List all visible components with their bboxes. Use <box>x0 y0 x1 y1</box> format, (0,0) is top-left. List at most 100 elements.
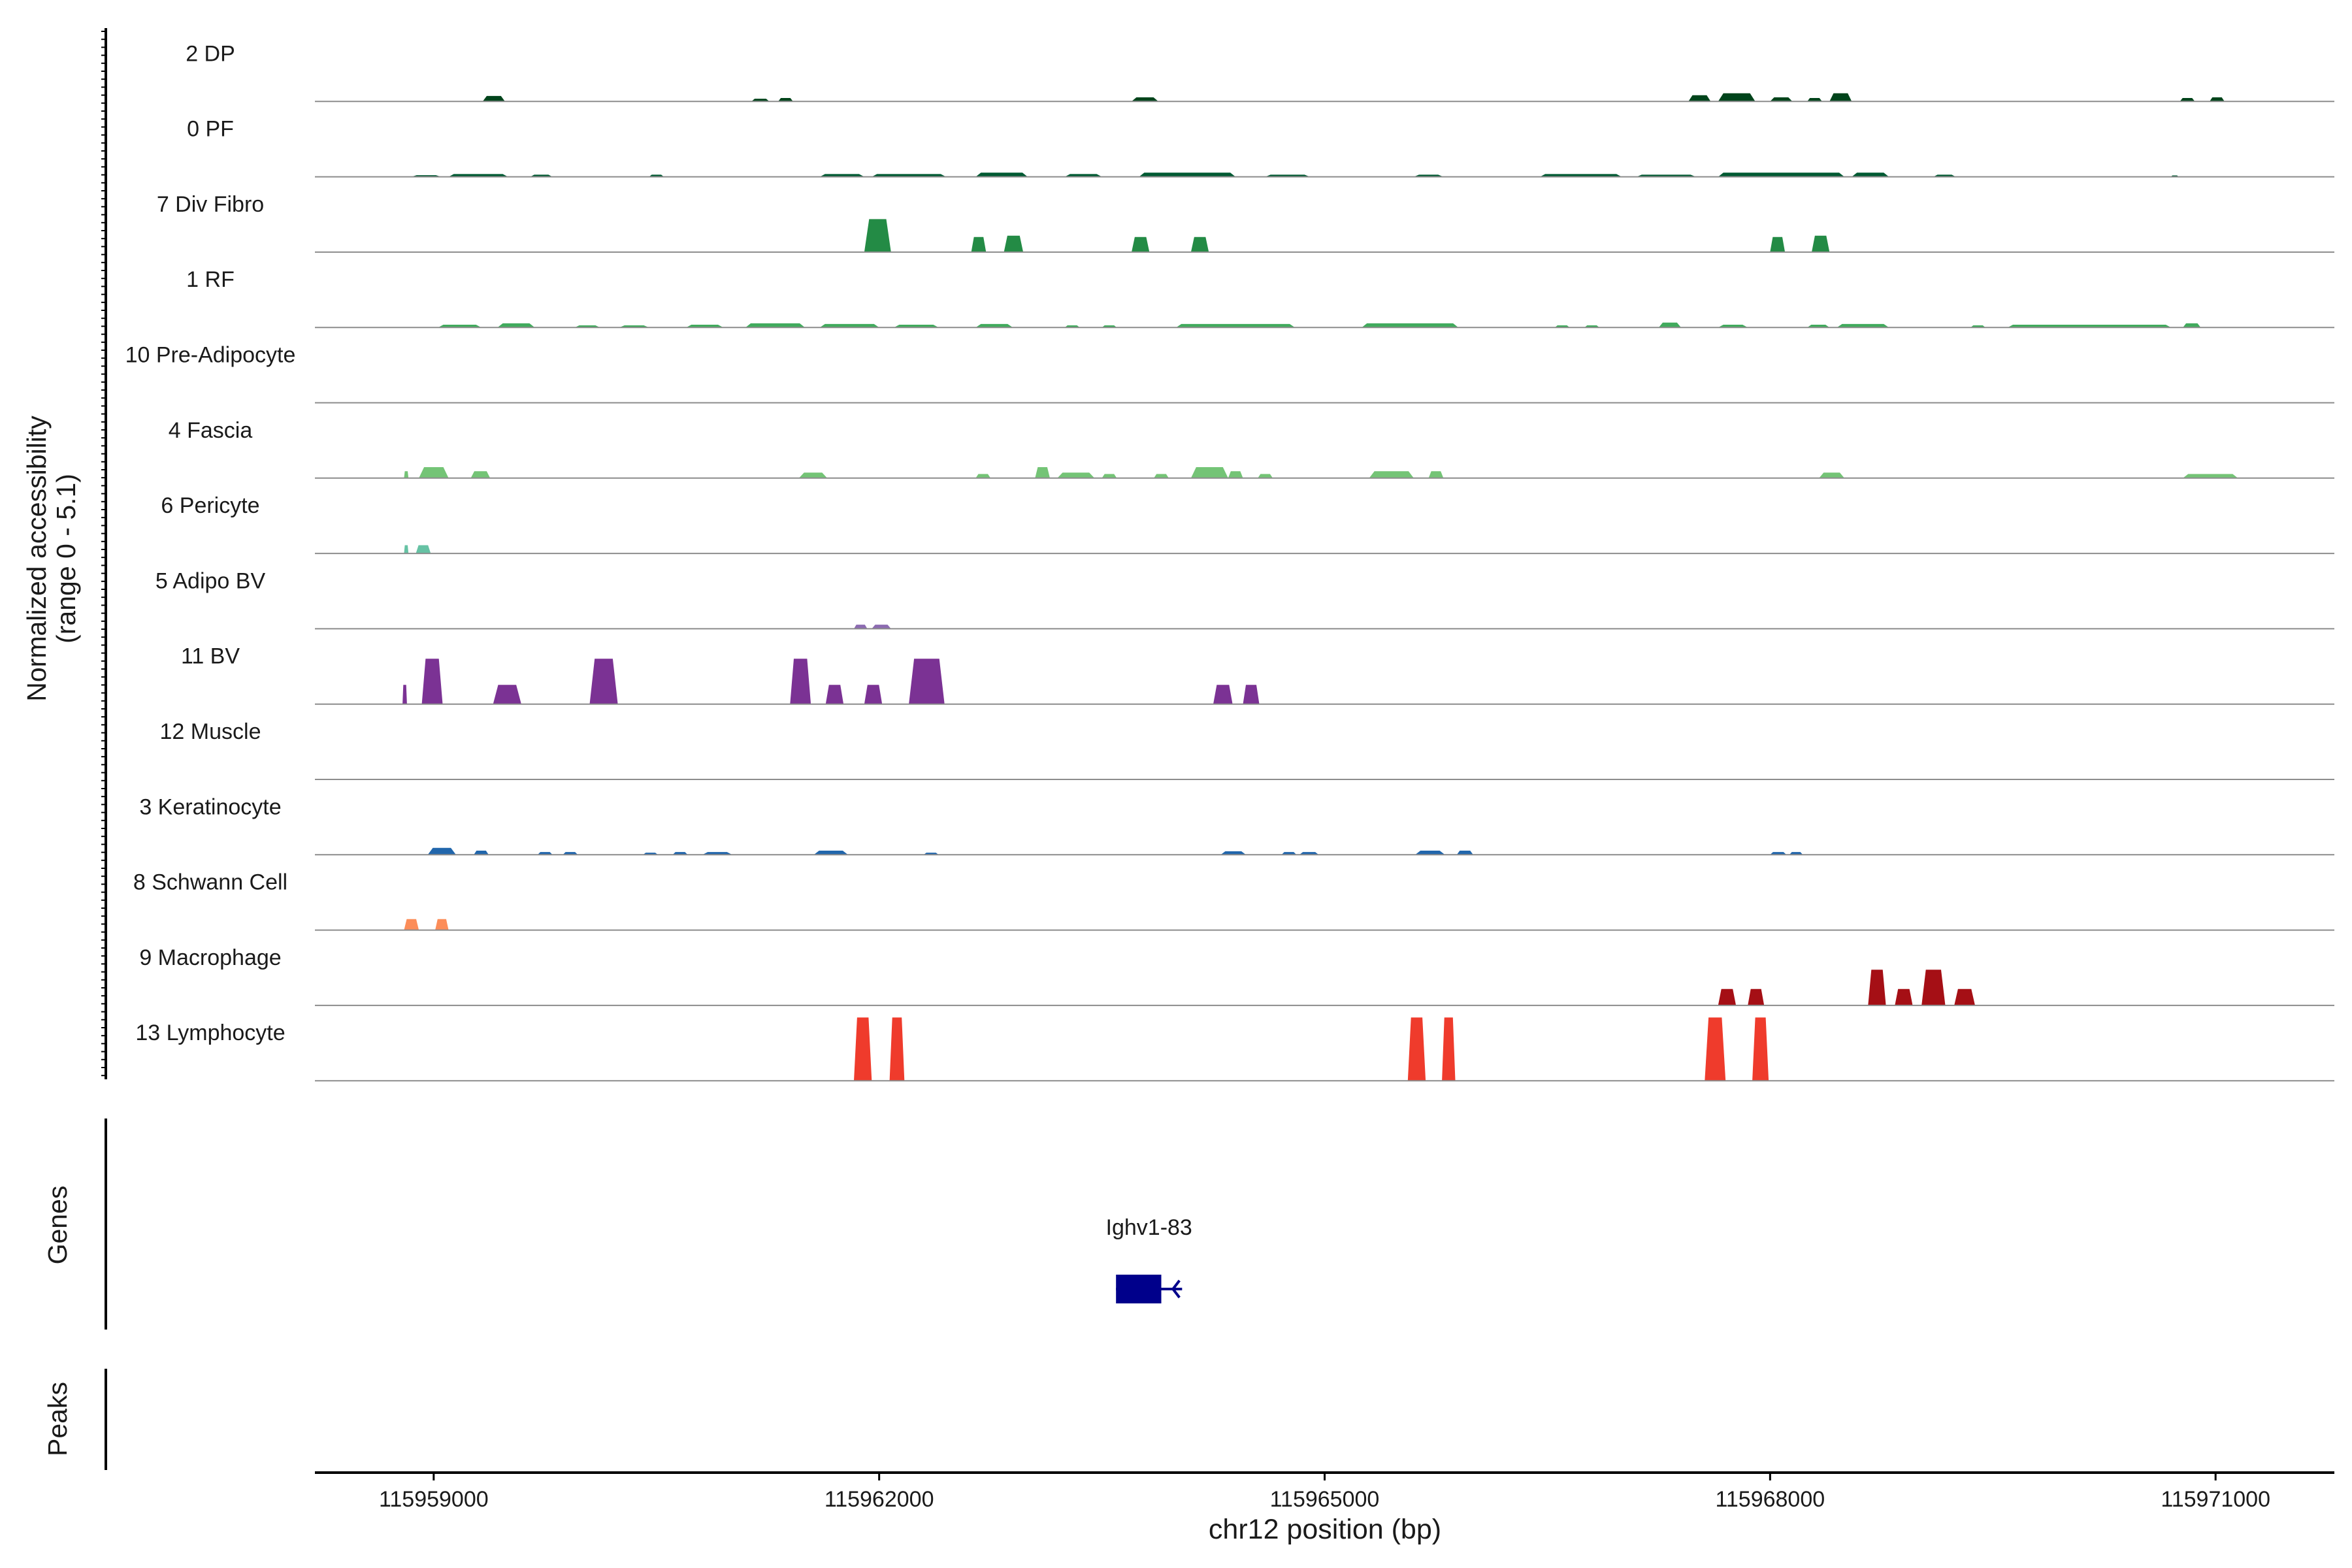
coverage-peak <box>1154 474 1169 478</box>
coverage-peak <box>474 851 489 855</box>
track-1-rf: 1 RF <box>186 267 2334 329</box>
coverage-peak <box>1752 1017 1769 1081</box>
track-5-adipo-bv: 5 Adipo BV <box>155 568 2334 630</box>
coverage-peak <box>1190 467 1228 478</box>
track-label: 4 Fascia <box>169 418 253 443</box>
coverage-peak <box>702 852 732 855</box>
coverage-peak <box>975 323 1013 328</box>
coverage-peak <box>1243 685 1260 704</box>
coverage-peak <box>854 1017 872 1081</box>
coverage-peak <box>686 325 723 328</box>
coverage-peak <box>1770 97 1793 102</box>
gene-track: Ighv1-83 <box>1106 1215 1192 1303</box>
coverage-peak <box>1190 237 1209 252</box>
coverage-peak <box>1658 322 1681 328</box>
coverage-peak <box>1415 851 1445 855</box>
coverage-peak <box>1407 1017 1426 1081</box>
coverage-peak <box>1428 471 1444 478</box>
track-10-pre-adipocyte: 10 Pre-Adipocyte <box>125 343 2334 404</box>
coverage-peak <box>1718 93 1756 102</box>
coverage-peak <box>975 474 991 478</box>
coverage-peak <box>493 685 521 704</box>
track-label: 13 Lymphocyte <box>135 1021 285 1045</box>
track-label: 1 RF <box>186 267 235 292</box>
coverage-peak <box>872 625 891 629</box>
coverage-peak <box>563 852 578 855</box>
coverage-peak <box>790 659 811 704</box>
coverage-peak <box>813 851 848 855</box>
gene-strand-arrow <box>1171 1279 1181 1299</box>
coverage-peak <box>1064 174 1102 177</box>
coverage-peak <box>864 685 883 704</box>
coverage-peak <box>909 659 945 704</box>
coverage-peak <box>1281 852 1297 855</box>
coverage-peak <box>1868 970 1886 1005</box>
coverage-peak <box>819 323 879 328</box>
track-label: 3 Keratinocyte <box>139 794 281 819</box>
x-tick-label: 115965000 <box>1270 1487 1380 1512</box>
coverage-tracks: 2 DP 0 PF 7 Div Fibro 1 RF 10 Pre-Adipocyte 4… <box>125 41 2334 1082</box>
coverage-peak <box>825 685 844 704</box>
track-8-schwann-cell: 8 Schwann Cell <box>133 870 2334 931</box>
coverage-peak <box>751 99 770 102</box>
coverage-peak <box>778 98 793 102</box>
coverage-peak <box>1688 95 1711 102</box>
coverage-peak <box>427 847 456 855</box>
coverage-peak <box>1442 1017 1456 1081</box>
coverage-peak <box>2180 98 2195 102</box>
coverage-peak <box>404 545 409 554</box>
coverage-peak <box>1213 685 1233 704</box>
track-9-macrophage: 9 Macrophage <box>139 945 2334 1006</box>
track-label: 2 DP <box>186 41 235 66</box>
x-axis: 115959000 115962000 115965000 115968000 1159… <box>315 1471 2334 1512</box>
coverage-peak <box>1895 988 1913 1005</box>
track-label: 6 Pericyte <box>161 493 259 518</box>
coverage-peak <box>1819 472 1844 478</box>
track-label: 8 Schwann Cell <box>133 870 287 895</box>
coverage-peak <box>745 323 805 328</box>
coverage-peak <box>1770 852 1787 855</box>
coverage-peak <box>1299 852 1319 855</box>
coverage-peak <box>798 472 828 478</box>
genes-track-label: Genes <box>42 1186 73 1265</box>
coverage-peak <box>537 852 553 855</box>
track-6-pericyte: 6 Pericyte <box>161 493 2334 555</box>
coverage-peak <box>416 545 431 554</box>
coverage-peak <box>1220 851 1246 855</box>
coverage-peak <box>2008 325 2171 328</box>
coverage-peak <box>2183 474 2238 478</box>
coverage-peak <box>1789 852 1803 855</box>
gene-name-label: Ighv1-83 <box>1106 1215 1192 1240</box>
coverage-peak <box>1748 988 1765 1005</box>
coverage-peak <box>672 852 688 855</box>
coverage-peak <box>894 325 939 328</box>
coverage-peak <box>470 471 491 478</box>
coverage-peak <box>1057 472 1095 478</box>
coverage-peak <box>1718 172 1844 177</box>
coverage-peak <box>1954 988 1975 1005</box>
track-label: 10 Pre-Adipocyte <box>125 343 296 368</box>
y-axis-label-line1: Normalized accessibility <box>22 416 52 702</box>
coverage-peak <box>854 625 868 629</box>
coverage-peak <box>819 174 864 177</box>
track-label: 12 Muscle <box>160 719 261 744</box>
gene-exon <box>1116 1275 1162 1303</box>
coverage-peak <box>448 174 508 177</box>
left-axes <box>101 28 107 1470</box>
coverage-peak <box>402 685 407 704</box>
x-tick-label: 115962000 <box>825 1487 934 1512</box>
track-2-dp: 2 DP <box>186 41 2334 103</box>
coverage-peak <box>1004 235 1024 252</box>
coverage-peak <box>975 172 1028 177</box>
track-label: 9 Macrophage <box>139 945 281 970</box>
coverage-peak <box>421 659 443 704</box>
track-label: 5 Adipo BV <box>155 568 266 593</box>
x-tick-label: 115971000 <box>2161 1487 2270 1512</box>
coverage-peak <box>1829 93 1852 102</box>
track-label: 11 BV <box>181 644 240 669</box>
track-3-keratinocyte: 3 Keratinocyte <box>139 794 2334 856</box>
track-12-muscle: 12 Muscle <box>160 719 2334 780</box>
coverage-peak <box>1369 471 1414 478</box>
coverage-peak <box>1456 851 1473 855</box>
